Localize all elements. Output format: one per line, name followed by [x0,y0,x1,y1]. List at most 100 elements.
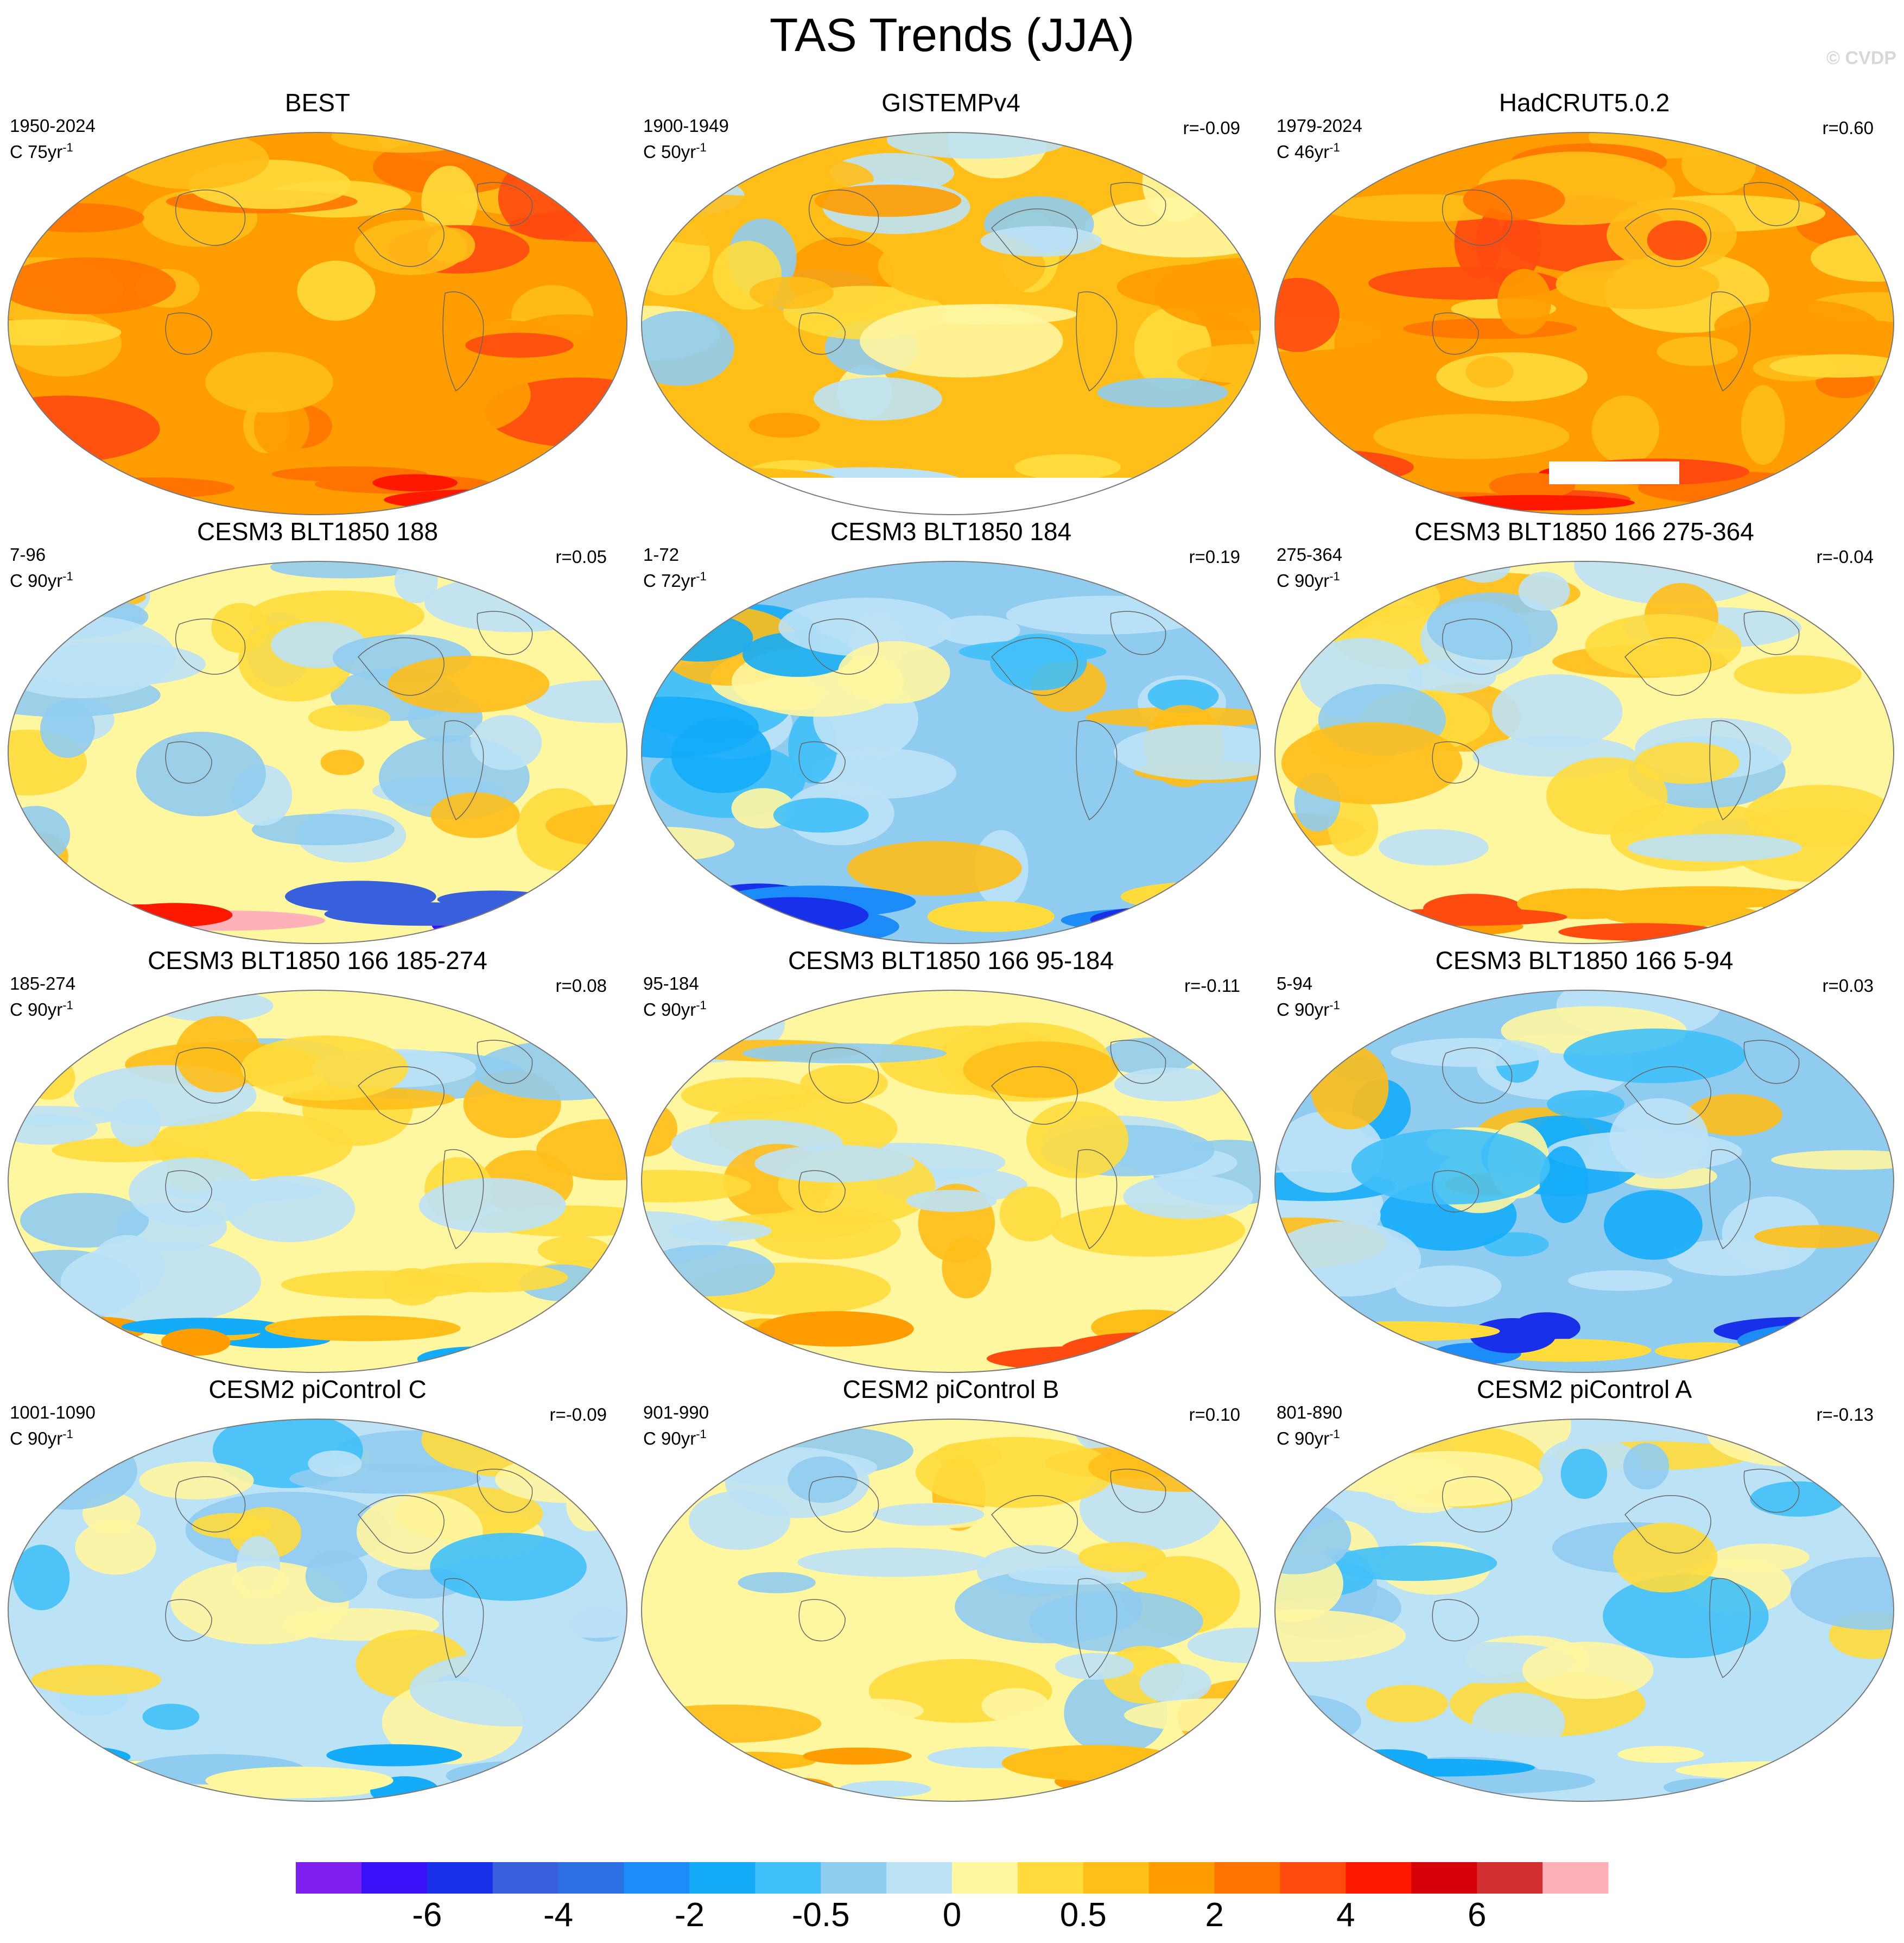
field-contour [211,603,269,653]
panel-units-exponent: -1 [696,141,707,154]
field-contour [1712,1543,1810,1571]
panel-period-units: 1979-2024 C 46yr-1 [1277,115,1362,163]
southern-field-contour [8,485,180,503]
field-contour [642,697,759,758]
colorbar-tick-label: 2 [1205,1896,1224,1934]
field-contour [773,798,869,833]
southern-field-contour [121,1318,284,1336]
field-contour [797,1547,989,1577]
panel-period-units: 1900-1949 C 50yr-1 [643,115,729,163]
southern-field-contour [1617,1745,1704,1763]
colorbar-swatch [1148,1862,1215,1894]
panel-period: 7-96 [10,545,46,565]
field-contour [1754,1225,1881,1248]
southern-field-contour [758,1311,914,1347]
panel-period: 1979-2024 [1277,116,1362,136]
field-contour [8,1105,123,1126]
coastline [809,189,879,246]
field-contour [394,561,438,604]
coastline [1432,1170,1479,1213]
southern-field-contour [72,477,235,498]
southern-field-contour [464,916,627,938]
field-contour [1310,1045,1389,1130]
missing-data-region [1549,461,1679,484]
panel-units: C 90yr-1 [10,566,73,592]
map-projection [1274,990,1894,1373]
field-contour [1366,1685,1448,1723]
field-contour [1373,414,1570,459]
field-contour [1078,1542,1166,1573]
southern-field-contour [803,1747,912,1765]
panel-units-exponent: -1 [62,1427,73,1441]
panel-units-text: C 90yr [10,571,63,591]
coastline [1110,1469,1166,1513]
coastline [798,741,846,784]
southern-field-contour [839,1781,931,1798]
field-contour [1823,401,1894,464]
field-contour [409,1651,615,1727]
map-outline [641,561,1261,944]
field-contour [424,574,610,632]
field-contour [906,1189,997,1212]
field-contour [1355,1451,1543,1507]
panel-pattern-correlation: r=-0.09 [1183,118,1240,138]
field-contour [1613,1522,1718,1593]
coastline [165,1599,212,1642]
coastline [991,1066,1078,1125]
panel-period-units: 275-364 C 90yr-1 [1277,544,1342,592]
field-contour [937,615,1020,645]
panel-period: 5-94 [1277,973,1313,993]
southern-field-contour [1126,914,1208,932]
panel-period: 185-274 [10,973,76,993]
panel-units: C 90yr-1 [1277,995,1340,1021]
field-contour [1627,834,1802,862]
panel-pattern-correlation: r=-0.13 [1816,1404,1874,1425]
field-contour [1327,1545,1497,1581]
coastline [1624,637,1711,696]
field-contour [430,1533,587,1601]
field-contour [646,613,753,662]
field-contour [837,641,950,704]
panel-pattern-correlation: r=0.60 [1822,118,1874,138]
field-contour [31,1664,161,1695]
southern-field-contour [372,474,458,492]
southern-field-contour [1654,1342,1763,1360]
coastline [1709,720,1751,821]
field-contour [418,1178,566,1233]
field-contour [980,226,1102,257]
coastline [165,312,212,355]
field-contour [1463,179,1565,220]
coastline [357,637,445,696]
field-contour [1497,269,1552,335]
coastline [1709,1578,1751,1679]
coastline [798,312,846,355]
panel-period-units: 1950-2024 C 75yr-1 [10,115,96,163]
map-panel: HadCRUT5.0.2 1979-2024 C 46yr-1 r=0.60 [1267,87,1902,521]
field-contour [1350,573,1440,622]
panel-pattern-correlation: r=-0.11 [1184,976,1240,996]
field-contour [8,319,122,346]
coastline [809,1047,879,1104]
field-contour [136,731,266,817]
panel-title: CESM3 BLT1850 184 [830,517,1072,546]
coastline [442,1578,484,1679]
colorbar-swatch [427,1862,493,1894]
panel-units: C 46yr-1 [1277,137,1362,163]
southern-field-contour [1014,454,1121,480]
coastline [1432,312,1479,355]
field-contour [536,1119,627,1181]
colorbar-tick-label: -6 [412,1896,442,1934]
coastline [991,1495,1078,1554]
colorbar-swatch [1280,1862,1346,1894]
map-projection [641,132,1261,515]
panel-title: GISTEMPv4 [881,88,1020,117]
coastline [477,182,533,226]
field-contour [421,166,478,239]
colorbar-labels: -6 -4 -2 -0.5 0 0.5 2 4 6 [296,1895,1608,1938]
field-contour [1456,561,1511,583]
field-contour [1734,655,1862,694]
field-contour [681,1077,814,1114]
field-contour [175,1016,262,1093]
field-contour [1334,306,1392,383]
colorbar-tick-label: 0 [942,1896,962,1934]
